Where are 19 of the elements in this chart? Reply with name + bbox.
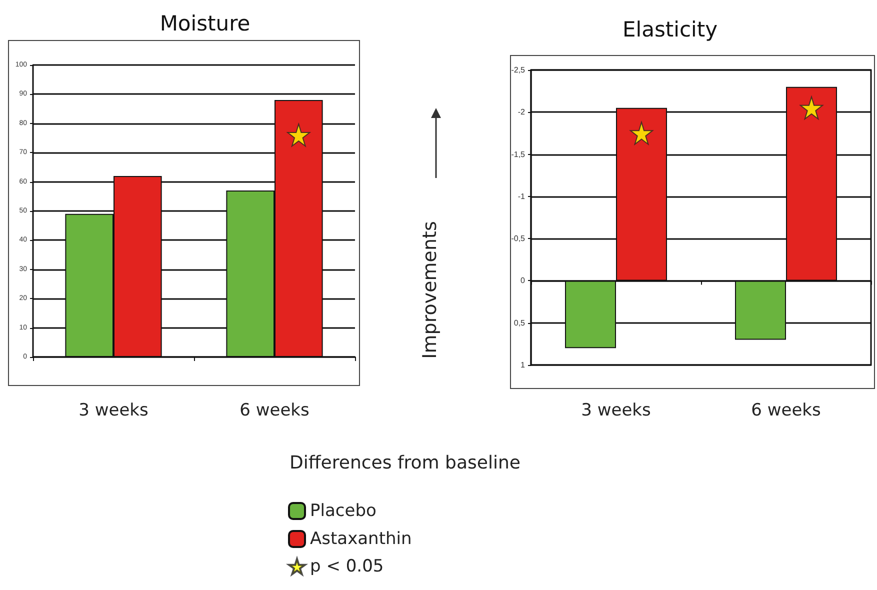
- y-tick-label: -1,5: [511, 150, 526, 159]
- y-tick-label: -2: [518, 108, 526, 117]
- y-axis-title: Improvements: [419, 221, 441, 359]
- legend-label: Astaxanthin: [310, 529, 412, 549]
- y-tick-label: -1: [518, 192, 526, 201]
- y-tick-label: -0,5: [511, 234, 526, 244]
- chart-title: Elasticity: [622, 18, 718, 42]
- x-tick-label: 6 weeks: [751, 400, 822, 420]
- x-tick-label: 6 weeks: [240, 400, 310, 420]
- y-tick-label: -2,5: [511, 66, 526, 74]
- x-tick-label: 3 weeks: [78, 400, 149, 420]
- y-tick-label: 1: [520, 360, 526, 370]
- chart-title: Moisture: [160, 12, 250, 36]
- x-axis-title: Differences from baseline: [290, 452, 520, 474]
- legend-label: p < 0.05: [310, 556, 384, 577]
- y-tick-label: 0: [520, 276, 526, 286]
- y-tick-label: 0,5: [514, 318, 526, 328]
- x-tick-label: 3 weeks: [581, 400, 652, 420]
- legend-label: Placebo: [310, 501, 376, 521]
